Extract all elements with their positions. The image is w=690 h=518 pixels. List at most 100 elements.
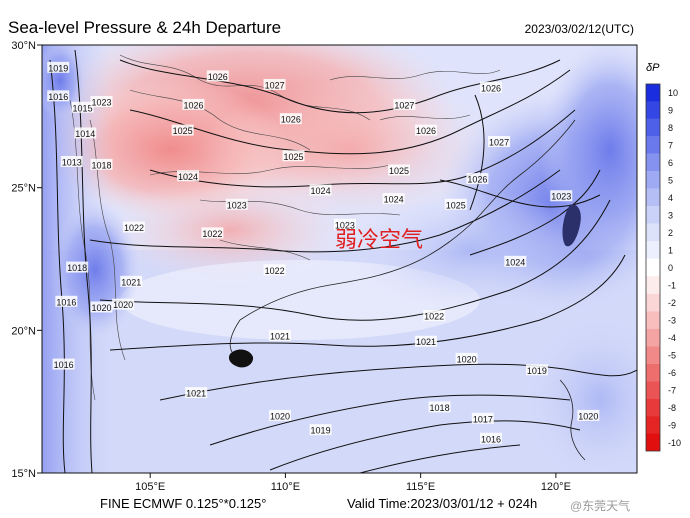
svg-text:1024: 1024 (311, 186, 331, 196)
colorbar-swatch (646, 328, 660, 347)
taiwan-island (562, 204, 581, 247)
colorbar-swatch (646, 311, 660, 329)
colorbar-swatch (646, 153, 660, 172)
svg-text:1020: 1020 (91, 303, 111, 313)
svg-text:1022: 1022 (265, 266, 285, 276)
colorbar-swatch (646, 276, 660, 294)
lat-tick-label: 30°N (11, 40, 36, 52)
isobar-label: 1019 (309, 424, 332, 436)
svg-text:1021: 1021 (270, 332, 290, 342)
isobar-label: 1019 (525, 364, 548, 376)
colorbar-label: -5 (668, 350, 676, 360)
lat-tick-label: 20°N (11, 325, 36, 337)
svg-text:1026: 1026 (416, 126, 436, 136)
svg-text:1023: 1023 (227, 200, 247, 210)
svg-text:1025: 1025 (284, 152, 304, 162)
colorbar-label: -1 (668, 280, 676, 290)
svg-text:1022: 1022 (424, 312, 444, 322)
isobar-label: 1020 (455, 352, 478, 364)
latitude-axis: 15°N 20°N 25°N 30°N (11, 40, 42, 480)
isobar-label: 1025 (444, 198, 467, 210)
isobar-label: 1025 (388, 164, 410, 176)
svg-text:1026: 1026 (183, 100, 203, 110)
isobar-label: 1025 (282, 150, 305, 162)
isobar-label: 1016 (55, 295, 78, 307)
colorbar-swatch (646, 84, 660, 102)
isobar-labels: 1026 1027 1026 1025 1026 1027 1026 1026 1027 1025… (47, 61, 600, 444)
svg-text:1027: 1027 (394, 100, 414, 110)
colorbar-label: 6 (668, 158, 673, 168)
colorbar-label: -9 (668, 420, 676, 430)
svg-text:1016: 1016 (481, 434, 501, 444)
svg-text:1023: 1023 (335, 220, 355, 230)
isobar-label: 1023 (225, 198, 248, 210)
isobar-label: 1015 (71, 101, 94, 113)
colorbar-label: 3 (668, 211, 673, 221)
colorbar-swatch (646, 171, 660, 189)
colorbar-swatch (646, 381, 660, 399)
colorbar-swatch (646, 346, 660, 364)
isobar-label: 1023 (333, 218, 356, 230)
lon-tick-label: 115°E (406, 481, 435, 493)
isobar-label: 1026 (479, 81, 502, 93)
isobar-label: 1024 (504, 255, 527, 267)
isobar-label: 1021 (269, 330, 291, 342)
svg-text:1015: 1015 (73, 103, 93, 113)
isobar-label: 1021 (415, 335, 438, 347)
isobar-label: 1016 (479, 432, 502, 444)
svg-text:1023: 1023 (91, 98, 111, 108)
isobar-label: 1017 (471, 412, 494, 424)
colorbar-swatch (646, 433, 660, 451)
colorbar-swatch (646, 363, 660, 382)
valid-time-label: Valid Time:2023/03/01/12 + 024h (347, 496, 538, 511)
isobar-label: 1023 (90, 96, 113, 108)
isobar-label: 1020 (577, 409, 600, 421)
valid-utc-label: 2023/03/02/12(UTC) (524, 22, 634, 36)
colorbar-label: -2 (668, 298, 676, 308)
svg-text:1025: 1025 (173, 126, 193, 136)
isobar-label: 1014 (74, 127, 97, 139)
isobar-label: 1022 (263, 264, 286, 276)
svg-text:1022: 1022 (202, 229, 222, 239)
colorbar-swatch (646, 223, 660, 242)
isobar-label: 1013 (60, 155, 83, 167)
isobar-label: 1026 (182, 98, 205, 110)
isobar-label: 1025 (171, 124, 194, 136)
isobar-label: 1027 (263, 78, 286, 90)
svg-text:1027: 1027 (489, 138, 509, 148)
svg-text:1025: 1025 (446, 200, 466, 210)
isobar-label: 1021 (185, 387, 208, 399)
isobar-label: 1019 (47, 61, 70, 73)
colorbar-swatch (646, 258, 660, 277)
svg-text:1020: 1020 (457, 354, 477, 364)
colorbar-label: -7 (668, 385, 676, 395)
map-frame (41, 44, 638, 474)
isobar-label: 1023 (550, 190, 573, 202)
lat-tick-label: 25°N (11, 183, 36, 195)
svg-text:1021: 1021 (416, 337, 436, 347)
colorbar-label: 10 (668, 88, 678, 98)
colorbar-swatch (646, 398, 660, 417)
svg-text:1026: 1026 (208, 72, 228, 82)
svg-text:1024: 1024 (505, 257, 525, 267)
isobar-label: 1027 (393, 98, 416, 110)
colorbar-label: 7 (668, 141, 673, 151)
svg-text:1021: 1021 (121, 277, 141, 287)
svg-text:1016: 1016 (48, 92, 68, 102)
isobar-label: 1020 (90, 301, 113, 313)
isobar-label: 1024 (177, 170, 200, 182)
svg-text:1026: 1026 (281, 115, 301, 125)
isobar-label: 1022 (201, 227, 224, 239)
colorbar-label: 4 (668, 193, 673, 203)
isobar-label: 1018 (428, 401, 451, 413)
svg-text:1020: 1020 (270, 411, 290, 421)
isobar-label: 1024 (382, 193, 405, 205)
svg-text:1013: 1013 (62, 157, 82, 167)
svg-text:1016: 1016 (56, 297, 76, 307)
isobar-label: 1026 (206, 70, 229, 82)
svg-text:1018: 1018 (91, 160, 111, 170)
lon-tick-label: 105°E (135, 481, 165, 493)
isobars (49, 49, 637, 473)
